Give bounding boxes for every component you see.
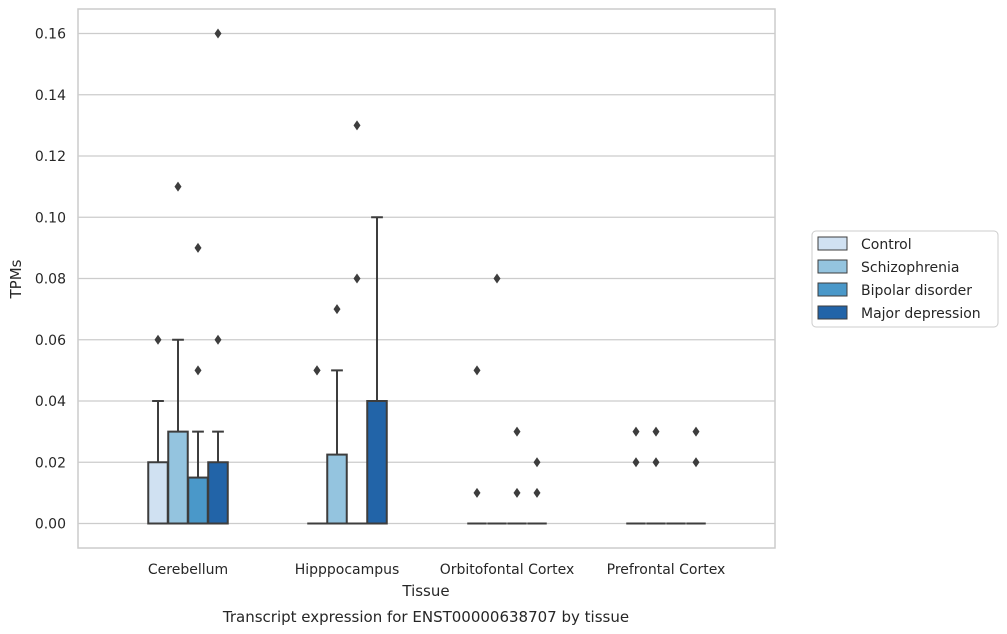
chart-title: Transcript expression for ENST0000063870… xyxy=(222,608,629,626)
box-2-1 xyxy=(487,273,507,525)
y-axis-label: TPMs xyxy=(7,259,25,299)
x-tick-label: Orbitofontal Cortex xyxy=(440,562,575,578)
legend-label: Schizophrenia xyxy=(861,260,959,276)
box-1-0 xyxy=(307,365,327,525)
legend-label: Control xyxy=(861,237,912,253)
outlier-point xyxy=(214,334,222,345)
outlier-point xyxy=(493,273,501,284)
outlier-point xyxy=(632,426,640,437)
legend-items: Control Schizophrenia Bipolar disorder Majo… xyxy=(817,236,981,322)
box-0-1 xyxy=(167,181,189,525)
x-axis-ticks: Cerebellum Hipppocampus Orbitofontal Corte… xyxy=(148,562,725,578)
outlier-point xyxy=(652,426,660,437)
y-tick-label: 0.06 xyxy=(35,333,66,349)
outlier-point xyxy=(692,457,700,468)
box-2-2 xyxy=(507,426,527,525)
box-3-3 xyxy=(686,426,706,525)
y-tick-label: 0.12 xyxy=(35,149,66,165)
legend-swatch xyxy=(817,305,848,320)
y-tick-label: 0.02 xyxy=(35,455,66,471)
y-tick-label: 0.08 xyxy=(35,272,66,288)
box-body xyxy=(147,461,169,525)
legend-item: Major depression xyxy=(817,305,981,322)
outlier-point xyxy=(632,457,640,468)
grid-lines xyxy=(78,32,775,525)
outlier-point xyxy=(194,242,202,253)
box-1-3 xyxy=(366,216,388,525)
box-3-0 xyxy=(626,426,646,525)
box-body xyxy=(326,453,348,525)
legend-swatch xyxy=(817,236,848,251)
box-3-1 xyxy=(646,426,666,525)
y-axis-ticks: 0.00 0.02 0.04 0.06 0.08 0.10 0.12 0.14 0.16 xyxy=(35,27,66,533)
outlier-point xyxy=(473,365,481,376)
legend-item: Bipolar disorder xyxy=(817,282,972,299)
y-tick-label: 0.10 xyxy=(35,210,66,226)
box-0-0 xyxy=(147,334,169,525)
legend-swatch xyxy=(817,259,848,274)
outlier-point xyxy=(313,365,321,376)
outlier-point xyxy=(692,426,700,437)
box-plot-series xyxy=(147,28,706,525)
x-axis-label: Tissue xyxy=(401,582,449,600)
legend-item: Control xyxy=(817,236,912,253)
outlier-point xyxy=(353,120,361,131)
outlier-point xyxy=(533,487,541,498)
outlier-point xyxy=(513,426,521,437)
legend: Control Schizophrenia Bipolar disorder Majo… xyxy=(811,230,999,328)
legend-swatch xyxy=(817,282,848,297)
y-tick-label: 0.14 xyxy=(35,88,66,104)
box-body xyxy=(366,400,388,525)
y-tick-label: 0.04 xyxy=(35,394,66,410)
legend-label: Major depression xyxy=(861,306,981,322)
box-2-0 xyxy=(467,365,487,525)
box-0-2 xyxy=(187,242,209,525)
outlier-point xyxy=(473,487,481,498)
legend-item: Schizophrenia xyxy=(817,259,959,276)
box-body xyxy=(167,430,189,525)
box-body xyxy=(187,476,209,525)
box-body xyxy=(207,461,229,525)
outlier-point xyxy=(174,181,182,192)
outlier-point xyxy=(214,28,222,39)
box-1-2 xyxy=(347,120,367,525)
box-0-3 xyxy=(207,28,229,525)
outlier-point xyxy=(194,365,202,376)
outlier-point xyxy=(513,487,521,498)
y-tick-label: 0.16 xyxy=(35,27,66,43)
legend-label: Bipolar disorder xyxy=(861,283,972,299)
outlier-point xyxy=(533,457,541,468)
outlier-point xyxy=(154,334,162,345)
x-tick-label: Prefrontal Cortex xyxy=(607,562,726,578)
outlier-point xyxy=(333,304,341,315)
plot-frame xyxy=(77,8,776,549)
x-tick-label: Hipppocampus xyxy=(295,562,400,578)
outlier-point xyxy=(652,457,660,468)
legend-frame xyxy=(811,230,999,328)
x-tick-label: Cerebellum xyxy=(148,562,228,578)
box-2-3 xyxy=(527,457,547,525)
y-tick-label: 0.00 xyxy=(35,517,66,533)
box-1-1 xyxy=(326,304,348,525)
outlier-point xyxy=(353,273,361,284)
